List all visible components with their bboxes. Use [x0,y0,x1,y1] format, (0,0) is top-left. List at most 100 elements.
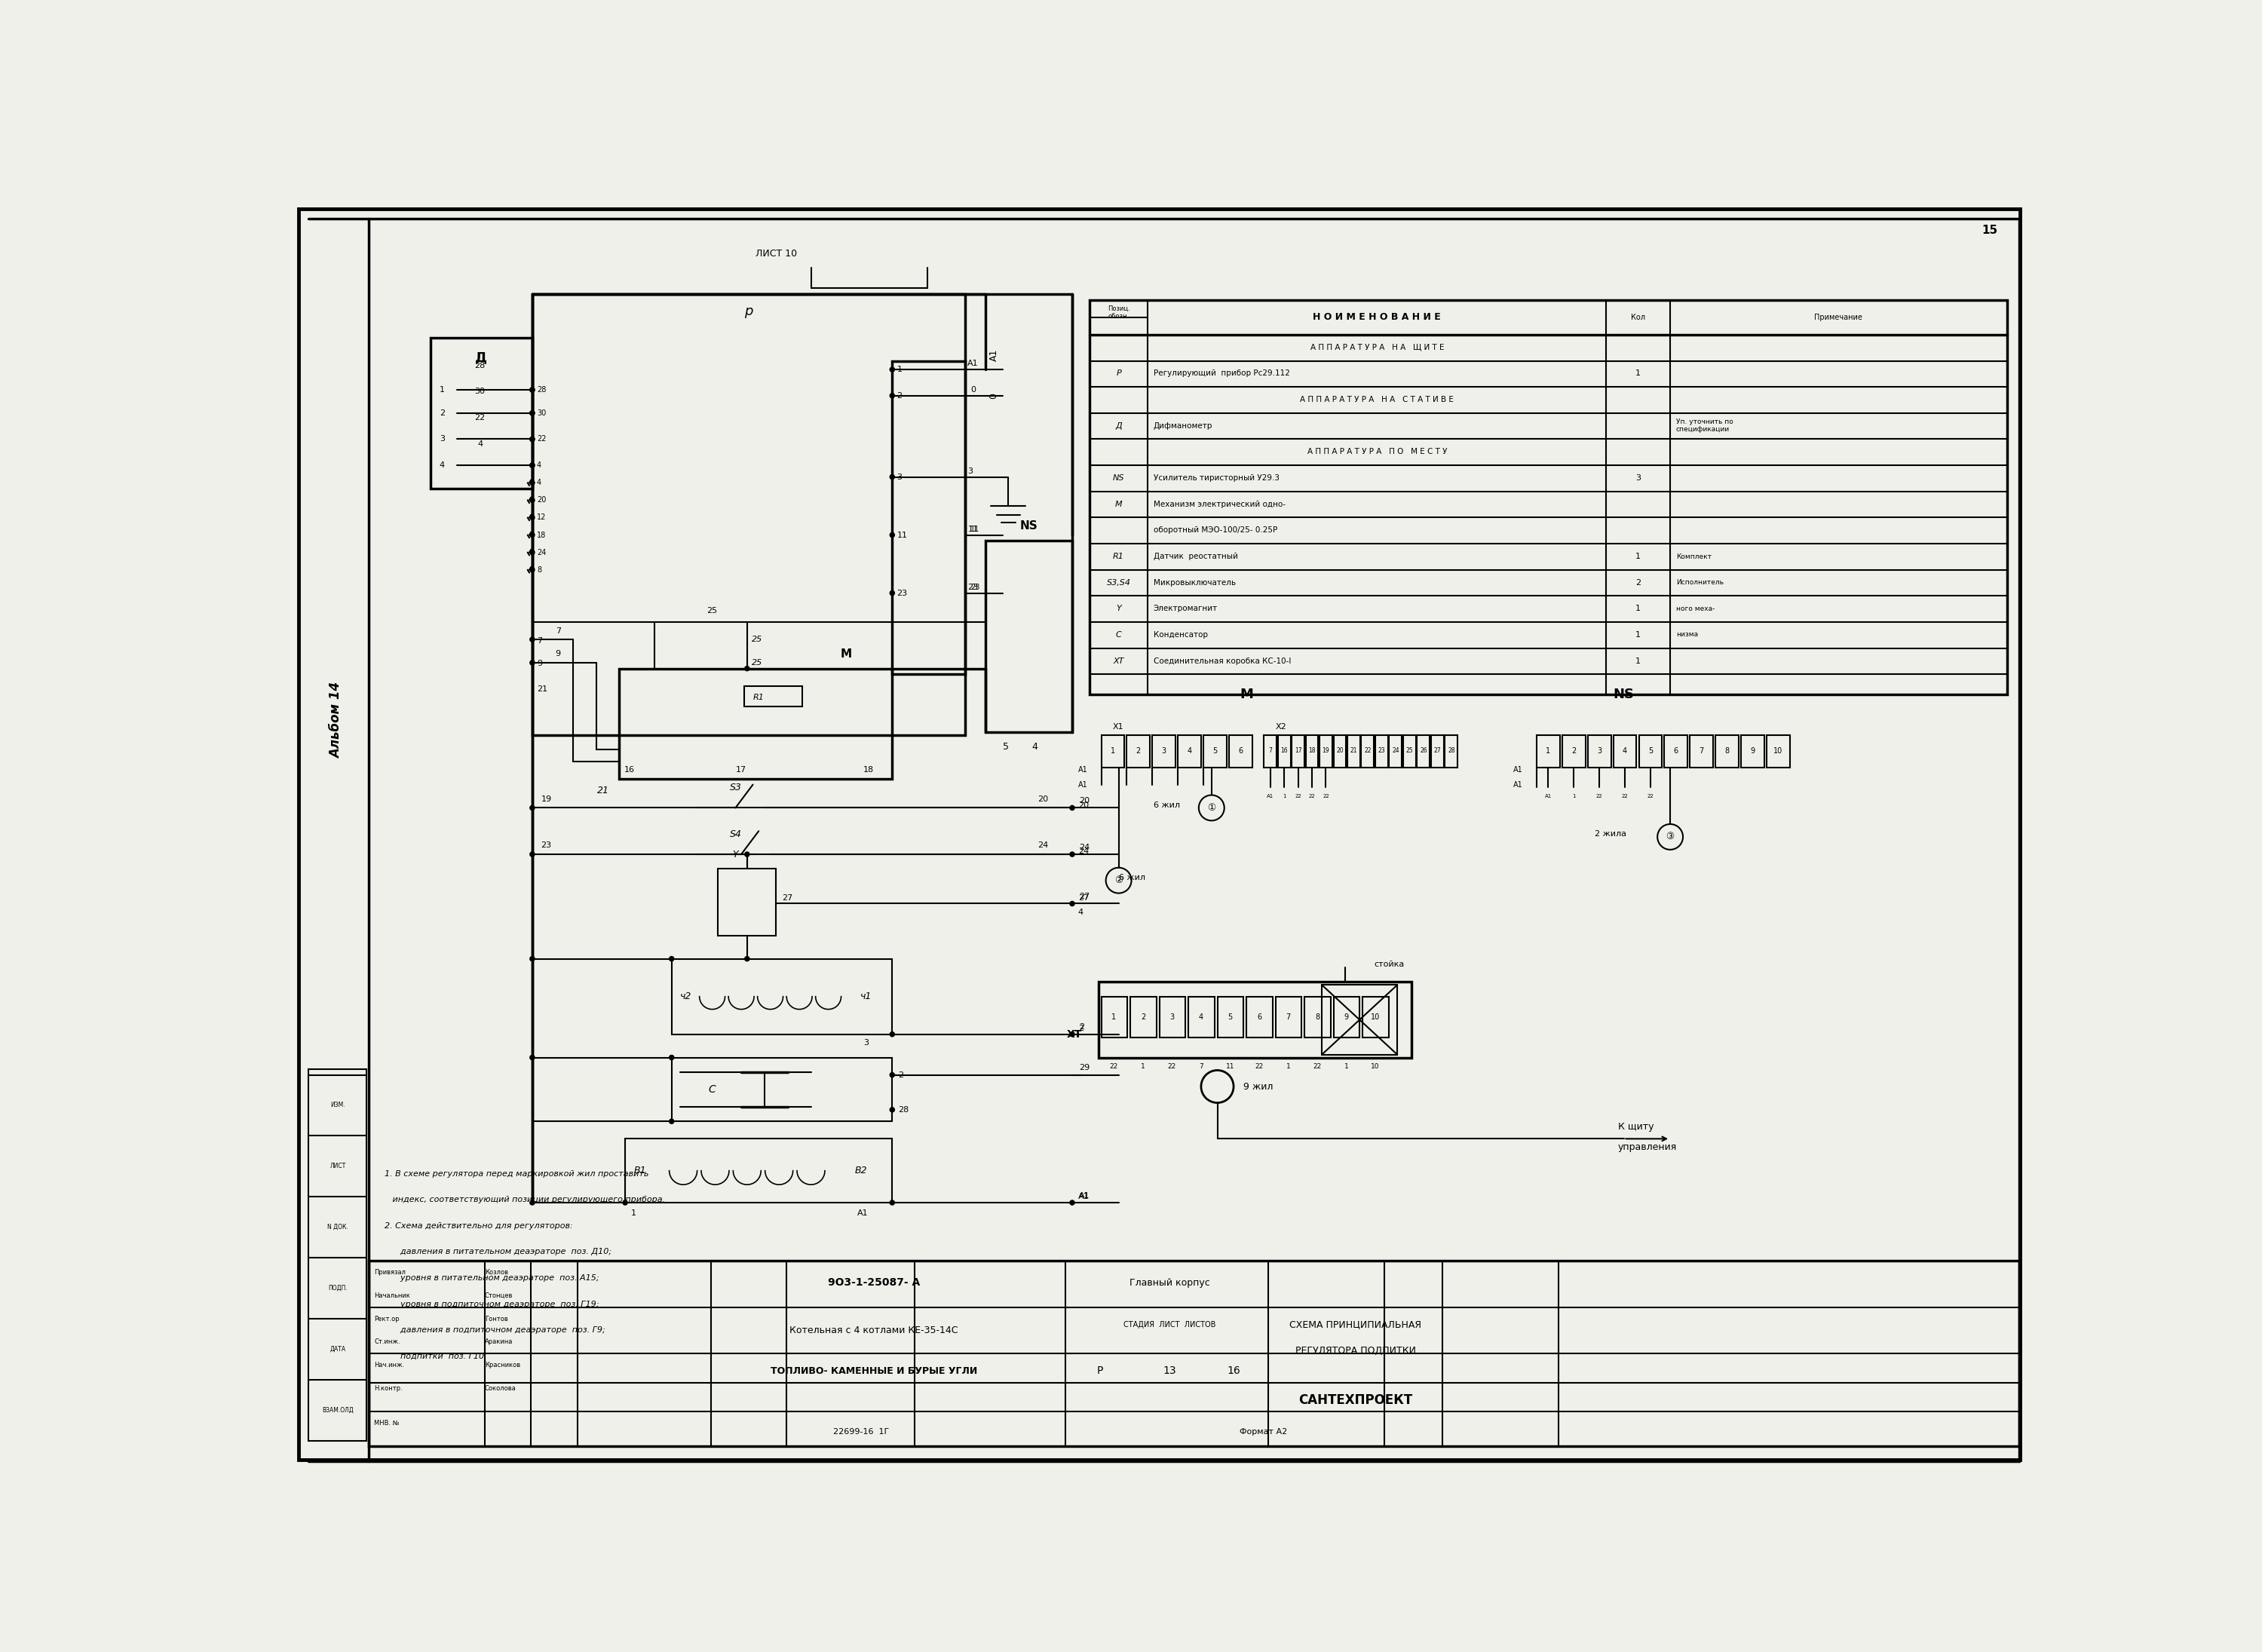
Text: ИЗМ.: ИЗМ. [330,1102,346,1108]
Text: Д: Д [475,352,486,365]
Text: Исполнитель: Исполнитель [1676,580,1724,586]
Text: 25: 25 [751,636,762,643]
Text: 23: 23 [896,590,907,596]
Text: уровня в подпиточном деаэраторе  поз. Г19;: уровня в подпиточном деаэраторе поз. Г19… [385,1300,599,1308]
Text: 10: 10 [1773,747,1782,755]
Text: управления: управления [1617,1143,1676,1153]
Text: Альбом 14: Альбом 14 [330,682,344,758]
Text: 21: 21 [1350,748,1357,755]
Text: 20: 20 [1038,795,1047,803]
Text: 5: 5 [1649,747,1654,755]
Text: 20: 20 [536,496,545,504]
Circle shape [670,957,674,961]
Text: A1: A1 [1513,767,1522,773]
Text: РЕГУЛЯТОРА ПОДПИТКИ: РЕГУЛЯТОРА ПОДПИТКИ [1296,1346,1416,1356]
Text: 0: 0 [970,387,975,393]
Text: 8: 8 [536,567,541,573]
Bar [672,958,891,1034]
Text: 19: 19 [1323,748,1330,755]
Circle shape [529,463,534,468]
Circle shape [889,367,893,372]
Text: 2: 2 [1079,1024,1083,1031]
Text: 7: 7 [1269,748,1271,755]
Bar [744,686,803,707]
Text: Рект.ор: Рект.ор [373,1315,400,1322]
Text: 1. В схеме регулятора перед маркировкой жил проставить: 1. В схеме регулятора перед маркировкой … [385,1170,649,1178]
Text: Козлов: Козлов [484,1269,509,1275]
Text: R1: R1 [1113,553,1124,560]
Text: Стонцев: Стонцев [484,1292,513,1298]
Text: ч2: ч2 [681,991,692,1001]
Text: 26: 26 [1421,748,1427,755]
Text: 9О3-1-25087- А: 9О3-1-25087- А [828,1277,921,1289]
Text: Примечание: Примечание [1814,314,1862,320]
Text: 3: 3 [1163,747,1167,755]
Bar [1276,996,1301,1037]
Circle shape [622,1201,627,1204]
Circle shape [529,957,534,961]
Bar [1264,735,1276,767]
Text: Формат А2: Формат А2 [1240,1429,1287,1436]
Text: Соединительная коробка КС-10-I: Соединительная коробка КС-10-I [1154,657,1292,664]
Text: А П П А Р А Т У Р А   Н А   Щ И Т Е: А П П А Р А Т У Р А Н А Щ И Т Е [1310,344,1443,352]
Bar [1179,735,1201,767]
Circle shape [529,550,534,555]
Text: Усилитель тиристорный У29.3: Усилитель тиристорный У29.3 [1154,474,1280,482]
Text: XT: XT [1113,657,1124,664]
Text: 1: 1 [1111,1013,1117,1021]
Circle shape [889,1032,893,1036]
Text: B2: B2 [855,1166,866,1176]
Text: 3: 3 [439,436,446,443]
Text: A1: A1 [857,1209,869,1218]
Text: 18: 18 [536,532,545,539]
Text: 19: 19 [541,795,552,803]
Bar [624,1138,891,1203]
Text: 1: 1 [631,1209,636,1218]
Text: 1: 1 [1344,1062,1348,1069]
Circle shape [889,1201,893,1204]
Text: S4: S4 [731,829,742,839]
Text: 7: 7 [536,638,543,644]
Circle shape [529,1201,534,1204]
Circle shape [889,532,893,537]
Bar [1416,735,1430,767]
Text: NS: NS [1020,520,1038,532]
Bar [532,294,966,735]
Bar [1228,735,1253,767]
Text: 15: 15 [1982,225,1997,236]
Bar [1102,996,1126,1037]
Circle shape [889,1072,893,1077]
Circle shape [529,411,534,415]
Text: низма: низма [1676,631,1699,638]
Text: 1: 1 [1283,795,1285,798]
Circle shape [744,957,749,961]
Text: 9: 9 [1751,747,1755,755]
Circle shape [670,1056,674,1061]
Text: С: С [708,1084,715,1095]
Text: ③: ③ [1665,833,1674,843]
Text: А П П А Р А Т У Р А   П О   М Е С Т У: А П П А Р А Т У Р А П О М Е С Т У [1307,448,1448,456]
Bar [1305,735,1319,767]
Circle shape [1070,902,1074,905]
Text: 25: 25 [1407,748,1414,755]
Text: 9 жил: 9 жил [1244,1082,1274,1092]
Text: 27: 27 [1079,894,1088,902]
Text: давления в питательном деаэраторе  поз. Д10;: давления в питательном деаэраторе поз. Д… [385,1249,611,1256]
Text: 2 жила: 2 жила [1595,831,1626,838]
Bar [1715,735,1739,767]
Circle shape [529,436,534,441]
Text: 23: 23 [541,843,552,849]
Text: 6 жил: 6 жил [1120,874,1145,881]
Text: S3,S4: S3,S4 [1106,578,1131,586]
Text: Y: Y [733,849,737,859]
Text: 27: 27 [1079,892,1090,900]
Text: 1: 1 [1287,1062,1289,1069]
Bar [1536,735,1561,767]
Text: Механизм электрический одно-: Механизм электрический одно- [1154,501,1285,507]
Text: ЛИСТ: ЛИСТ [330,1163,346,1170]
Text: ПОДП.: ПОДП. [328,1285,348,1292]
Text: Нач.инж.: Нач.инж. [373,1361,405,1368]
Text: 2: 2 [898,1070,903,1079]
Text: 1: 1 [896,365,903,373]
Text: Д: Д [1115,421,1122,430]
